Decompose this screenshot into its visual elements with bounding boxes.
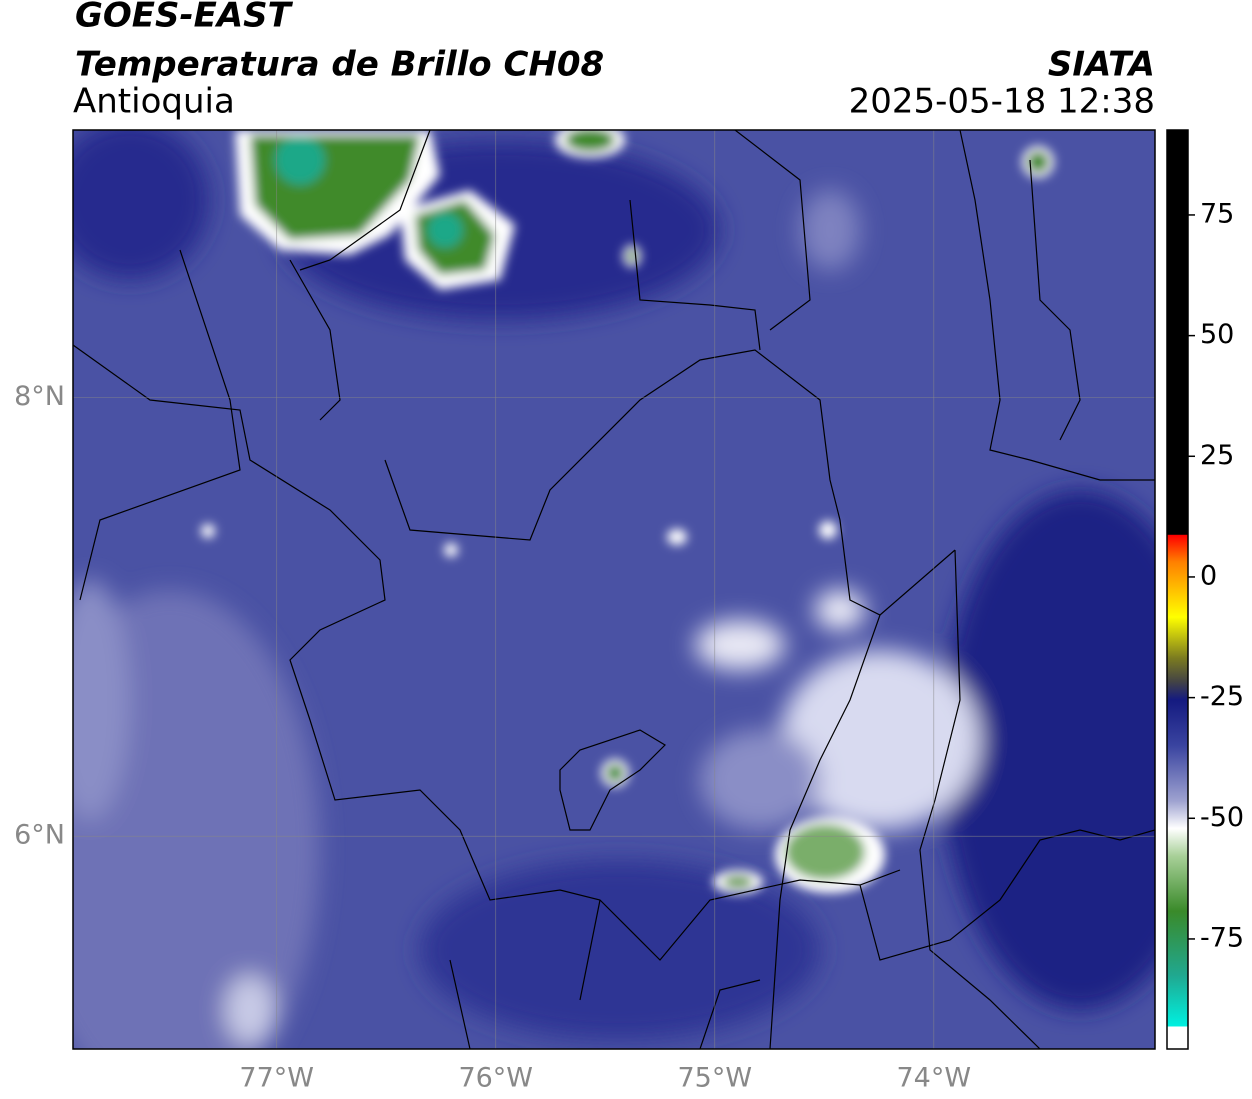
title: GOES-EAST xyxy=(75,0,294,36)
x-tick-label: 74°W xyxy=(897,1063,972,1094)
y-tick-label: 6°N xyxy=(14,820,65,851)
map-frame xyxy=(72,129,1156,1050)
x-tick-label: 76°W xyxy=(458,1063,533,1094)
region: Antioquia xyxy=(73,82,235,122)
datetime: 2025-05-18 12:38 xyxy=(849,82,1155,122)
colorbar-tick-label: -25 xyxy=(1200,681,1244,712)
colorbar-tick-label: 25 xyxy=(1200,440,1234,471)
source: SIATA xyxy=(1048,45,1155,85)
colorbar-tick-label: -75 xyxy=(1200,922,1244,953)
colorbar-tick-label: 50 xyxy=(1200,319,1234,350)
y-tick-label: 8°N xyxy=(14,381,65,412)
subtitle: Temperatura de Brillo CH08 xyxy=(75,45,604,85)
colorbar-tick-label: 75 xyxy=(1200,198,1234,229)
map-image xyxy=(73,130,1155,1049)
colorbar-tick-label: -50 xyxy=(1200,802,1244,833)
colorbar xyxy=(1166,129,1189,1050)
colorbar-tick-label: 0 xyxy=(1200,560,1217,591)
x-tick-label: 75°W xyxy=(677,1063,752,1094)
x-tick-label: 77°W xyxy=(239,1063,314,1094)
